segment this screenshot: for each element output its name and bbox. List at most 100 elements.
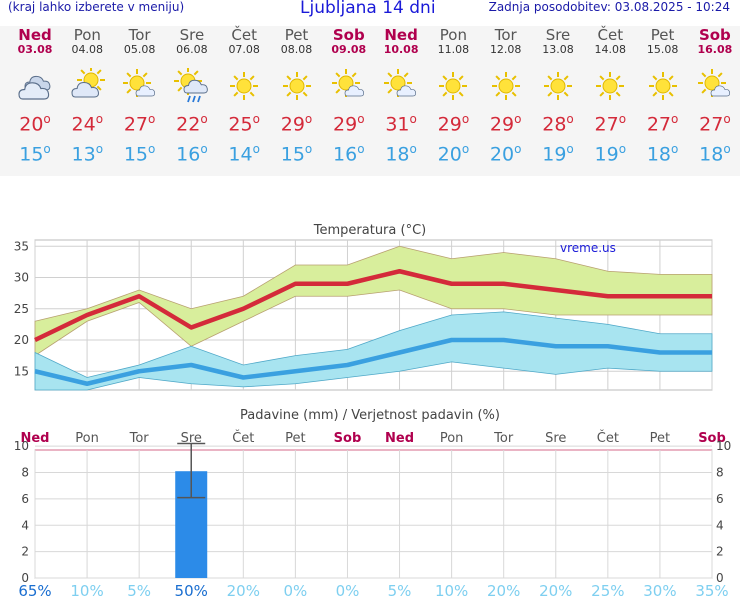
- min-temperature: 20o: [437, 142, 470, 166]
- plot-area: [34, 449, 713, 579]
- day-date: 03.08: [17, 43, 53, 56]
- sun-icon: [279, 68, 315, 104]
- day-date: 08.08: [280, 43, 313, 56]
- precipitation-probability: 10%: [70, 582, 103, 600]
- min-temperature: 18o: [646, 142, 679, 166]
- chart-title: Temperatura (°C): [313, 223, 426, 238]
- min-temperature: 13o: [71, 142, 104, 166]
- max-temperature-band: [34, 245, 713, 357]
- day-date: 15.08: [646, 43, 679, 56]
- min-temperature: 14o: [228, 142, 260, 166]
- day-date: 14.08: [594, 43, 627, 56]
- y-tick-label-right: 0: [716, 571, 724, 585]
- precipitation-probability: 20%: [487, 582, 520, 600]
- max-temperature: 22o: [176, 112, 208, 136]
- sun-cloud-icon: [122, 68, 158, 104]
- y-tick-label-right: 10: [716, 439, 731, 453]
- x-tick-label: Čet: [232, 430, 254, 446]
- day-column: Pon 11.08 29o 20o: [427, 26, 479, 165]
- min-temperature: 15o: [123, 142, 156, 166]
- precipitation-probability: 5%: [388, 582, 412, 600]
- day-name: Sre: [545, 26, 571, 44]
- y-tick-label: 35: [14, 239, 29, 253]
- day-column: Tor 12.08 29o 20o: [480, 26, 532, 165]
- precipitation-probability: 30%: [643, 582, 676, 600]
- y-tick-label: 0: [21, 571, 29, 585]
- min-temperature: 15o: [19, 142, 51, 166]
- day-name: Pet: [284, 26, 309, 44]
- sun-icon: [592, 68, 628, 104]
- y-tick-label: 15: [14, 364, 29, 378]
- x-tick-label: Ned: [385, 431, 414, 446]
- day-name: Pet: [650, 26, 675, 44]
- max-temperature: 27o: [699, 112, 731, 136]
- y-tick-label: 30: [14, 271, 29, 285]
- sun-icon: [435, 68, 471, 104]
- x-tick-label: Pet: [650, 431, 670, 446]
- day-date: 13.08: [542, 43, 574, 56]
- max-temperature: 31o: [385, 112, 417, 136]
- max-temperature: 27o: [646, 112, 679, 136]
- day-date: 05.08: [123, 43, 156, 56]
- day-column: Sob 16.08 27o 18o: [689, 26, 740, 165]
- x-tick-label: Tor: [129, 431, 150, 446]
- y-tick-label: 25: [14, 302, 29, 316]
- day-column: Ned 10.08 31o 18o: [375, 26, 427, 165]
- max-temperature: 27o: [123, 112, 156, 136]
- day-name: Ned: [18, 26, 52, 44]
- x-tick-label: Sob: [334, 431, 362, 446]
- sun-icon: [226, 68, 262, 104]
- day-date: 11.08: [437, 43, 470, 56]
- min-temperature: 18o: [699, 142, 731, 166]
- min-temperature: 20o: [489, 142, 522, 166]
- precipitation-probability: 5%: [127, 582, 151, 600]
- day-date: 10.08: [383, 43, 419, 56]
- min-temperature: 15o: [280, 142, 313, 166]
- day-date: 16.08: [697, 43, 733, 56]
- day-column: Sre 13.08 28o 19o: [532, 26, 584, 165]
- day-column: Pon 04.08 24o 13o: [61, 26, 113, 165]
- max-temperature: 29o: [280, 112, 313, 136]
- precipitation-probability: 65%: [18, 582, 51, 600]
- precipitation-probability: 20%: [539, 582, 572, 600]
- last-update: Zadnja posodobitev: 03.08.2025 - 10:24: [488, 0, 730, 14]
- day-date: 12.08: [489, 43, 522, 56]
- day-column: Ned 03.08 20o 15o: [9, 26, 61, 165]
- max-temperature: 29o: [489, 112, 522, 136]
- day-date: 04.08: [71, 43, 104, 56]
- precipitation-probability: 35%: [695, 582, 728, 600]
- day-name: Sre: [179, 26, 205, 44]
- min-temperature: 16o: [176, 142, 208, 166]
- x-tick-label: Sre: [181, 431, 202, 446]
- sun-icon: [645, 68, 681, 104]
- precipitation-probability: 20%: [227, 582, 260, 600]
- min-temperature-band: [34, 311, 713, 391]
- day-column: Sob 09.08 29o 16o: [323, 26, 375, 165]
- day-name: Sob: [332, 26, 365, 44]
- max-temperature: 25o: [228, 112, 260, 136]
- day-column: Čet 07.08 25o 14o: [218, 26, 270, 165]
- page-title: Ljubljana 14 dni: [300, 0, 436, 18]
- partly-cloudy-icon: [69, 66, 106, 104]
- day-name: Sob: [698, 26, 731, 44]
- day-name: Ned: [384, 26, 418, 44]
- max-temperature: 28o: [542, 112, 574, 136]
- x-tick-label: Pon: [75, 431, 99, 446]
- max-temperature: 29o: [437, 112, 470, 136]
- y-tick-label-right: 4: [716, 518, 724, 532]
- day-name: Čet: [597, 26, 624, 44]
- max-temperature: 24o: [71, 112, 104, 136]
- y-tick-label-right: 2: [716, 545, 724, 559]
- day-column: Tor 05.08 27o 15o: [114, 26, 166, 165]
- min-temperature: 19o: [594, 142, 627, 166]
- forecast-strip: Ned 03.08 20o 15o Pon 04.08 24o 13o Tor 05.08 27o 1…: [0, 26, 740, 176]
- y-tick-label: 6: [21, 492, 29, 506]
- precipitation-probability: 25%: [591, 582, 624, 600]
- day-date: 09.08: [331, 43, 367, 56]
- sun-icon: [488, 68, 524, 104]
- min-temperature: 18o: [385, 142, 417, 166]
- day-name: Pon: [439, 26, 467, 44]
- min-temperature-line: [34, 337, 712, 386]
- day-column: Čet 14.08 27o 19o: [584, 26, 636, 165]
